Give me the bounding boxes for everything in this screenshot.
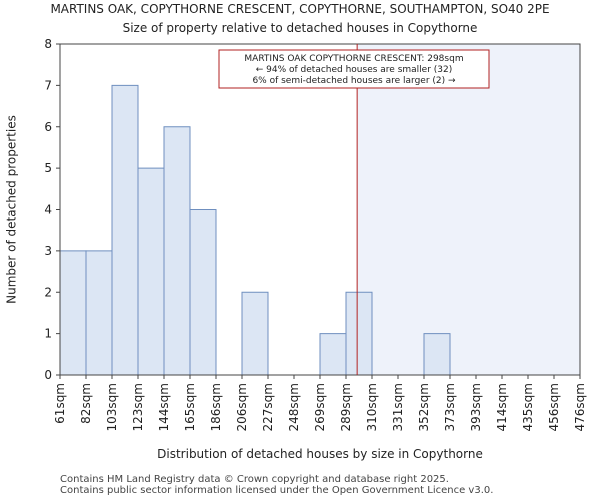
y-tick-label: 8 [44, 37, 52, 51]
annotation-box: MARTINS OAK COPYTHORNE CRESCENT: 298sqm … [218, 49, 490, 89]
x-tick-label: 269sqm [313, 383, 327, 431]
bar-206sqm [241, 291, 269, 376]
y-tick-label: 2 [44, 285, 52, 299]
annotation-line-2: ← 94% of detached houses are smaller (32… [256, 65, 453, 75]
x-tick-label: 414sqm [495, 383, 509, 431]
y-tick-label: 7 [44, 78, 52, 92]
x-tick-label: 61sqm [53, 383, 67, 424]
y-tick-label: 5 [44, 161, 52, 175]
chart-subtitle: Size of property relative to detached ho… [122, 21, 478, 35]
y-tick-label: 4 [44, 203, 52, 217]
annotation-line-3: 6% of semi-detached houses are larger (2… [252, 76, 456, 86]
bar-289sqm [345, 291, 373, 376]
bar-103sqm [111, 84, 139, 376]
x-tick-label: 310sqm [365, 383, 379, 431]
y-tick-label: 0 [44, 368, 52, 382]
x-tick-label: 144sqm [157, 383, 171, 431]
bar-165sqm [189, 209, 217, 376]
y-tick-label: 3 [44, 244, 52, 258]
bar-82sqm [85, 250, 113, 376]
x-tick-label: 82sqm [79, 383, 93, 424]
x-tick-label: 227sqm [261, 383, 275, 431]
bar-269sqm [319, 333, 347, 376]
x-tick-label: 435sqm [521, 383, 535, 431]
annotation-line-1: MARTINS OAK COPYTHORNE CRESCENT: 298sqm [244, 54, 463, 64]
x-axis-label: Distribution of detached houses by size … [157, 447, 483, 461]
bar-61sqm [59, 250, 87, 376]
footer-licence: Contains public sector information licen… [60, 485, 494, 496]
x-tick-label: 123sqm [131, 383, 145, 431]
x-tick-label: 476sqm [573, 383, 587, 431]
x-tick-label: 248sqm [287, 383, 301, 431]
footer-copyright: Contains HM Land Registry data © Crown c… [60, 474, 449, 485]
y-axis-label: Number of detached properties [5, 115, 19, 304]
x-tick-label: 373sqm [443, 383, 457, 431]
bar-352sqm [423, 333, 451, 376]
bar-123sqm [137, 167, 165, 376]
x-tick-label: 206sqm [235, 383, 249, 431]
x-tick-label: 352sqm [417, 383, 431, 431]
x-tick-label: 393sqm [469, 383, 483, 431]
bar-144sqm [163, 126, 191, 376]
shaded-region [357, 44, 580, 375]
x-tick-label: 186sqm [209, 383, 223, 431]
chart-title: MARTINS OAK, COPYTHORNE CRESCENT, COPYTH… [50, 2, 550, 16]
y-tick-label: 6 [44, 120, 52, 134]
x-tick-label: 103sqm [105, 383, 119, 431]
x-tick-label: 456sqm [547, 383, 561, 431]
x-tick-label: 165sqm [183, 383, 197, 431]
x-tick-label: 289sqm [339, 383, 353, 431]
x-tick-label: 331sqm [391, 383, 405, 431]
y-tick-label: 1 [44, 327, 52, 341]
